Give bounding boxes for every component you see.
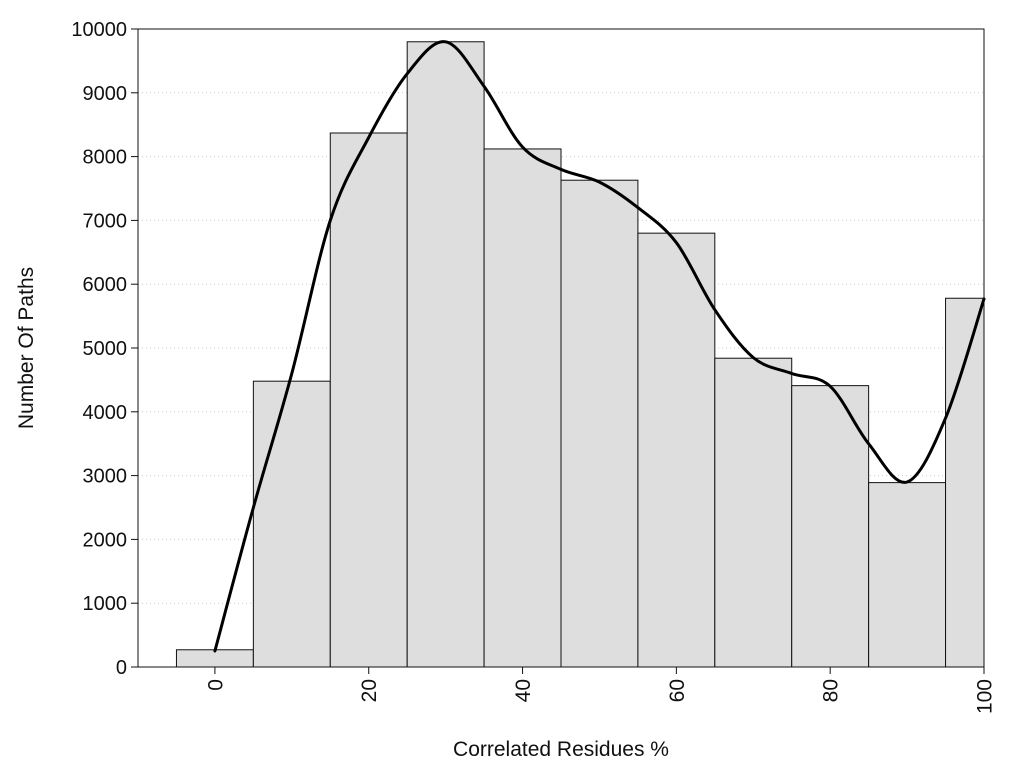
y-tick-label: 8000 [83,147,128,169]
density-curve-line [213,40,986,653]
bar-40 [483,148,562,668]
y-axis: 0 1000 2000 3000 4000 5000 6000 7000 8000 9000 100… [71,19,138,679]
x-tick-label: 100 [974,679,997,714]
y-tick-label: 7000 [83,210,128,232]
y-tick-label: 4000 [83,402,128,424]
x-tick-label: 80 [820,679,843,702]
bar-60 [637,232,716,668]
bar-30 [406,41,485,668]
histogram-bars [175,41,985,668]
x-axis-title: Correlated Residues % [453,738,669,761]
bar-50 [560,179,639,668]
y-tick-label: 1000 [83,593,128,615]
x-tick-label: 0 [204,679,227,691]
x-axis: 0 20 40 60 80 100 [204,667,997,714]
x-tick-label: 40 [512,679,535,702]
bar-80 [791,385,870,668]
y-tick-label: 0 [116,657,127,679]
y-tick-label: 9000 [83,83,128,105]
y-tick-label: 3000 [83,466,128,488]
x-tick-label: 20 [358,679,381,702]
x-tick-label: 60 [666,679,689,702]
y-axis-title: Number Of Paths [15,267,38,429]
y-tick-label: 10000 [71,19,127,41]
bar-100 [945,297,985,668]
bar-10 [252,380,331,668]
bar-90 [868,482,947,668]
density-curve [213,40,986,653]
y-tick-label: 6000 [83,274,128,296]
y-tick-label: 2000 [83,529,128,551]
bar-70 [714,357,793,668]
y-tick-label: 5000 [83,338,128,360]
bar-20 [329,132,408,668]
